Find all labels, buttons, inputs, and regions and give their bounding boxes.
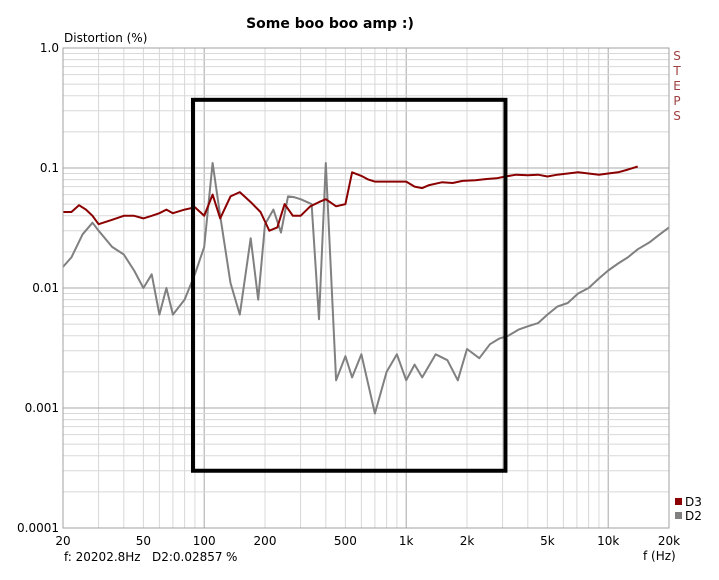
legend-swatch-d3 <box>675 498 682 505</box>
y-tick-label: 0.001 <box>25 401 59 415</box>
x-axis-label: f (Hz) <box>643 549 676 563</box>
y-tick-label: 1.0 <box>40 41 59 55</box>
plot-frame <box>62 47 670 529</box>
x-tick-label: 500 <box>334 534 357 548</box>
x-tick-label: 200 <box>254 534 277 548</box>
axis-ticks: 20 50 100 200 500 1k 2k 5k 10k 20k 1.0 0.1 0.01 0.001… <box>17 41 680 548</box>
x-tick-label: 5k <box>540 534 555 548</box>
series-lines <box>62 162 670 415</box>
x-tick-label: 1k <box>399 534 414 548</box>
x-tick-label: 20 <box>55 534 70 548</box>
annotation <box>190 97 508 473</box>
y-tick-label: 0.01 <box>32 281 59 295</box>
legend-swatch-d2 <box>675 512 682 519</box>
x-tick-label: 100 <box>193 534 216 548</box>
y-axis-label: Distortion (%) <box>64 31 147 45</box>
series-line-d2 <box>62 162 670 415</box>
readout-d2: D2:0.02857 <box>152 550 223 564</box>
highlight-rectangle <box>190 97 508 473</box>
series-line-d3 <box>63 165 638 232</box>
x-tick-label: 50 <box>136 534 151 548</box>
y-tick-label: 0.1 <box>40 161 59 175</box>
grid <box>62 47 670 529</box>
y-tick-label: 0.0001 <box>17 521 59 535</box>
readout-freq: f: 20202.8Hz <box>64 550 141 564</box>
x-tick-label: 2k <box>460 534 475 548</box>
legend-label-d2: D2 <box>685 509 702 523</box>
x-tick-label: 20k <box>658 534 680 548</box>
x-tick-label: 10k <box>597 534 619 548</box>
readout-unit: % <box>226 550 237 564</box>
legend-label-d3: D3 <box>685 495 702 509</box>
chart-title: Some boo boo amp :) <box>246 16 414 32</box>
